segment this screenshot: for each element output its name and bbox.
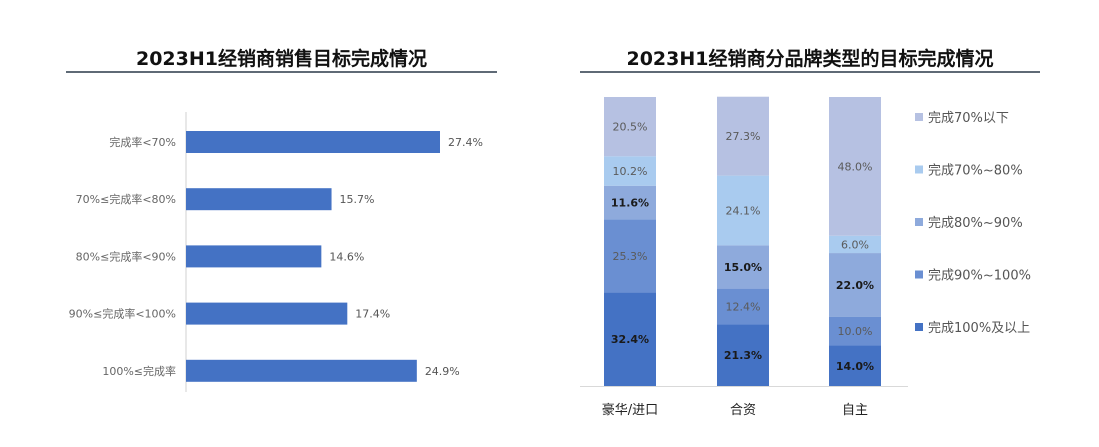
stacked-segment — [717, 175, 769, 246]
data-label: 32.4% — [611, 333, 649, 346]
right-chart-title: 2023H1经销商分品牌类型的目标完成情况 — [626, 48, 994, 70]
stacked-segment — [604, 156, 656, 186]
bar — [186, 188, 332, 211]
stacked-segment — [717, 245, 769, 289]
stacked-segment — [829, 97, 881, 236]
bar — [186, 245, 322, 268]
category-label: 完成率<70% — [109, 135, 176, 149]
data-label: 24.9% — [425, 365, 460, 378]
stacked-segment — [717, 96, 769, 176]
stacked-segment — [717, 288, 769, 325]
right-title-underline — [580, 71, 1040, 73]
data-label: 22.0% — [836, 279, 874, 292]
left-title-underline — [66, 71, 497, 73]
category-label: 豪华/进口 — [602, 402, 658, 418]
legend-swatch — [915, 218, 923, 226]
data-label: 14.0% — [836, 360, 874, 373]
category-label: 70%≤完成率<80% — [76, 192, 176, 206]
stacked-segment — [717, 324, 769, 386]
data-label: 6.0% — [841, 238, 869, 251]
stacked-segment — [829, 253, 881, 317]
bar — [186, 131, 440, 153]
left-chart-title: 2023H1经销商销售目标完成情况 — [135, 48, 427, 70]
data-label: 25.3% — [613, 250, 648, 263]
category-label: 100%≤完成率 — [102, 364, 176, 378]
legend-swatch — [915, 165, 923, 174]
legend-label: 完成70%~80% — [928, 164, 1023, 179]
data-label: 14.6% — [329, 250, 364, 263]
legend-label: 完成90%~100% — [928, 269, 1031, 284]
stacked-segment — [604, 185, 656, 220]
category-label: 合资 — [730, 403, 756, 418]
data-label: 10.0% — [838, 325, 873, 338]
legend-label: 完成70%以下 — [928, 111, 1009, 126]
data-label: 48.0% — [838, 160, 873, 173]
stacked-segment — [829, 345, 881, 386]
legend-label: 完成80%~90% — [928, 216, 1023, 231]
data-label: 11.6% — [611, 196, 649, 209]
stacked-segment — [604, 219, 656, 293]
data-label: 10.2% — [613, 165, 648, 178]
data-label: 15.7% — [340, 193, 375, 206]
data-label: 15.0% — [724, 261, 762, 274]
data-label: 27.4% — [448, 136, 483, 149]
legend-label: 完成100%及以上 — [928, 321, 1030, 336]
bar — [186, 359, 417, 382]
data-label: 27.3% — [726, 130, 761, 143]
category-label: 自主 — [842, 403, 868, 418]
legend-swatch — [915, 270, 923, 279]
data-label: 24.1% — [726, 204, 761, 217]
data-label: 12.4% — [726, 301, 761, 314]
bar — [186, 302, 348, 325]
data-label: 21.3% — [724, 349, 762, 362]
stacked-segment — [604, 292, 656, 386]
data-label: 17.4% — [355, 308, 390, 321]
data-label: 20.5% — [613, 121, 648, 134]
stacked-segment — [604, 97, 656, 157]
legend-swatch — [915, 113, 923, 121]
stacked-segment — [829, 316, 881, 346]
category-label: 80%≤完成率<90% — [76, 249, 176, 263]
stacked-segment — [829, 235, 881, 254]
legend-swatch — [915, 323, 923, 331]
category-label: 90%≤完成率<100% — [69, 307, 176, 321]
